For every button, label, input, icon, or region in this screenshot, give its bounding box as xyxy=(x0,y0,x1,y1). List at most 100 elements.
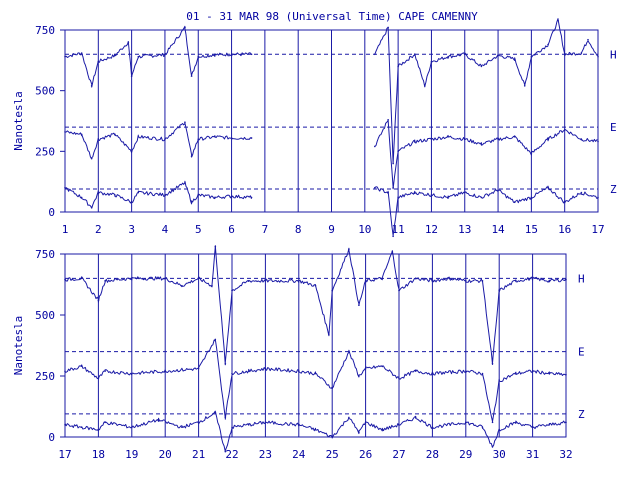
x-tick-label: 9 xyxy=(328,223,335,236)
data-point-z xyxy=(381,428,384,431)
data-point-z xyxy=(563,201,566,204)
data-point-h xyxy=(264,280,267,282)
data-point-z xyxy=(90,206,93,208)
data-point-h xyxy=(547,43,549,46)
data-point-e xyxy=(164,138,166,140)
x-tick-label: 17 xyxy=(58,448,71,461)
trace-e xyxy=(64,338,567,423)
data-point-e xyxy=(430,138,433,140)
component-label-e: E xyxy=(578,346,585,359)
data-point-z xyxy=(414,416,417,419)
trace-z xyxy=(64,410,567,452)
data-point-e xyxy=(397,150,399,153)
data-point-z xyxy=(515,421,517,424)
x-tick-label: 2 xyxy=(95,223,102,236)
data-point-h xyxy=(190,75,193,77)
data-point-z xyxy=(548,424,551,426)
data-point-e xyxy=(80,133,83,136)
y-tick-label: 250 xyxy=(35,145,55,158)
data-point-e xyxy=(97,138,100,140)
chart-title: 01 - 31 MAR 98 (Universal Time) CAPE CAM… xyxy=(186,10,478,23)
data-point-z xyxy=(481,426,484,429)
y-tick-label: 750 xyxy=(35,248,55,261)
data-point-h xyxy=(90,85,93,87)
data-point-e xyxy=(250,137,253,139)
component-label-h: H xyxy=(610,48,617,61)
data-point-z xyxy=(114,194,116,196)
x-tick-label: 15 xyxy=(525,223,538,236)
x-tick-label: 24 xyxy=(292,448,306,461)
x-tick-label: 26 xyxy=(359,448,372,461)
data-point-h xyxy=(398,289,400,292)
data-point-h xyxy=(181,284,183,287)
data-point-e xyxy=(465,370,467,372)
data-point-z xyxy=(80,426,83,429)
data-point-z xyxy=(264,421,267,424)
data-point-z xyxy=(348,416,350,419)
panel-2: Nanotesla 17 18 19 20 21 22 23 24 25 26 27 28 29 30 31 3… xyxy=(12,245,585,461)
data-point-z xyxy=(398,424,400,426)
data-point-z xyxy=(104,421,106,424)
data-point-h xyxy=(358,304,360,307)
data-point-e xyxy=(447,135,449,138)
component-label-h: H xyxy=(578,272,585,285)
data-point-z xyxy=(463,191,466,194)
data-point-h xyxy=(231,289,233,292)
x-tick-label: 29 xyxy=(459,448,472,461)
data-point-e xyxy=(387,118,389,121)
data-point-z xyxy=(184,182,186,184)
data-point-e xyxy=(230,137,233,139)
x-tick-label: 16 xyxy=(558,223,571,236)
data-point-z xyxy=(64,186,66,189)
data-point-h xyxy=(197,55,200,58)
data-point-h xyxy=(328,333,330,336)
y-tick-label: 500 xyxy=(35,85,55,98)
data-point-z xyxy=(137,191,140,194)
data-point-z xyxy=(157,419,160,421)
data-point-e xyxy=(164,370,166,372)
data-point-z xyxy=(513,201,516,204)
data-point-z xyxy=(565,421,567,424)
data-point-e xyxy=(348,350,350,353)
y-tick-label: 500 xyxy=(35,309,55,322)
x-tick-label: 8 xyxy=(295,223,302,236)
data-point-h xyxy=(130,75,133,77)
data-point-e xyxy=(565,373,567,376)
y-axis-label: Nanotesla xyxy=(12,91,25,151)
data-point-h xyxy=(137,55,140,58)
data-point-z xyxy=(181,426,183,429)
data-point-h xyxy=(224,363,227,365)
x-tick-label: 23 xyxy=(259,448,272,461)
data-point-e xyxy=(214,338,217,341)
data-point-z xyxy=(465,421,467,424)
data-point-z xyxy=(314,428,317,431)
data-point-h xyxy=(364,280,367,282)
data-point-e xyxy=(298,370,300,372)
data-point-z xyxy=(397,196,399,199)
x-tick-label: 27 xyxy=(392,448,405,461)
data-point-e xyxy=(314,372,317,375)
data-point-h xyxy=(557,19,559,22)
data-point-z xyxy=(231,426,233,429)
x-tick-label: 31 xyxy=(526,448,539,461)
data-point-e xyxy=(597,140,599,143)
data-point-z xyxy=(580,191,583,194)
data-point-h xyxy=(563,53,566,56)
data-point-z xyxy=(197,421,200,424)
data-point-h xyxy=(164,277,166,280)
data-point-z xyxy=(364,421,367,424)
data-point-z xyxy=(331,436,334,438)
data-point-e xyxy=(224,416,227,419)
data-point-z xyxy=(374,186,376,189)
data-point-h xyxy=(80,52,83,54)
component-label-z: Z xyxy=(610,183,617,196)
data-point-e xyxy=(130,150,133,153)
data-point-z xyxy=(447,196,449,199)
data-point-h xyxy=(565,278,567,281)
x-tick-label: 3 xyxy=(128,223,135,236)
x-tick-label: 28 xyxy=(426,448,439,461)
data-point-z xyxy=(230,195,233,198)
data-point-z xyxy=(480,196,483,199)
data-point-h xyxy=(247,280,250,282)
